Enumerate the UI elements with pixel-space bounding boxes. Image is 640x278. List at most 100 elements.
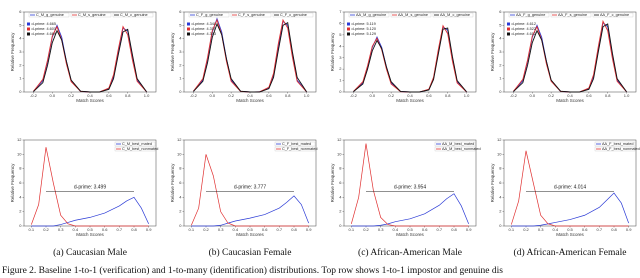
x-tick-label: 0.0 <box>370 93 376 98</box>
x-tick-label: 0.8 <box>291 227 297 232</box>
y-axis-label: Relative Frequency <box>330 163 335 203</box>
x-tick-label: 0.1 <box>189 227 195 232</box>
dprime-label: d-prime: 4.311 <box>192 27 216 31</box>
x-tick-label: 0.6 <box>426 93 432 98</box>
y-axis-label: Relative Frequency <box>10 163 15 203</box>
legend-label: C_M_best_nonmated <box>122 147 158 151</box>
series-line <box>31 196 149 227</box>
series-line <box>191 195 309 227</box>
y-tick-label: 7 <box>339 9 342 14</box>
legend-label: C_F_c_genuine <box>280 13 307 17</box>
x-tick-label: 0.0 <box>530 93 536 98</box>
y-tick-label: 4 <box>179 36 182 41</box>
legend-box <box>230 12 272 18</box>
plot-frame <box>503 139 637 227</box>
x-tick-label: 0.2 <box>548 93 554 98</box>
subcaption: (d) African-American Female <box>514 247 627 258</box>
x-tick-label: 1.0 <box>624 93 630 98</box>
series-line <box>31 147 149 227</box>
x-tick-label: 1.0 <box>144 93 150 98</box>
legend-box <box>592 12 634 18</box>
series-line <box>513 23 627 93</box>
dprime-label: d-prime: 4.601 <box>32 27 56 31</box>
x-tick-label: 1.0 <box>304 93 310 98</box>
x-tick-label: 0.6 <box>586 93 592 98</box>
legend-label: AA_M_best_nonmated <box>442 147 481 151</box>
subcaption: (c) African-American Male <box>358 247 462 258</box>
legend-box <box>348 12 390 18</box>
legend-box <box>28 12 70 18</box>
legend-box <box>434 141 476 147</box>
x-tick-label: 0.8 <box>445 93 451 98</box>
legend-label: C_M_s_genuine <box>78 13 106 17</box>
series-line <box>33 25 147 93</box>
y-tick-label: 12 <box>17 137 22 142</box>
legend-box <box>272 12 314 18</box>
x-tick-label: 0.9 <box>146 227 152 232</box>
legend-box <box>550 12 592 18</box>
y-axis-label: Relative Frequency <box>170 32 175 72</box>
dprime-label: d-prime: 5.119 <box>352 22 376 26</box>
legend-box <box>188 12 230 18</box>
y-tick-label: 0 <box>339 223 342 228</box>
x-tick-label: 0.4 <box>393 227 399 232</box>
x-tick-label: 0.6 <box>262 227 268 232</box>
legend-label: AA_M_c_genuine <box>440 13 470 17</box>
y-tick-label: 8 <box>19 166 22 171</box>
y-tick-label: 5 <box>179 22 182 27</box>
x-tick-label: 0.8 <box>125 93 131 98</box>
x-tick-label: 0.4 <box>87 93 93 98</box>
x-tick-label: 0.6 <box>106 93 112 98</box>
x-tick-label: 0.3 <box>218 227 224 232</box>
dprime-label: d-prime: 4.612 <box>512 22 536 26</box>
series-line <box>193 21 307 93</box>
series-line <box>191 154 309 227</box>
y-tick-label: 3 <box>19 49 22 54</box>
legend-box <box>508 12 550 18</box>
legend-box <box>432 12 474 18</box>
y-tick-label: 0 <box>179 223 182 228</box>
y-tick-label: 0 <box>339 89 342 94</box>
x-tick-label: -0.2 <box>350 93 358 98</box>
y-tick-label: 0 <box>499 89 502 94</box>
y-axis-label: Relative Frequency <box>330 32 335 72</box>
x-tick-label: 0.4 <box>553 227 559 232</box>
x-tick-label: 1.0 <box>464 93 470 98</box>
series-line <box>33 28 147 93</box>
dprime-swatch <box>507 32 510 36</box>
legend-box <box>114 146 156 152</box>
dprime-swatch <box>347 22 350 26</box>
dprime-annotation: d-prime: 3.954 <box>394 185 426 191</box>
y-tick-label: 2 <box>19 209 22 214</box>
dprime-annotation: d-prime: 4.014 <box>554 185 586 191</box>
legend-box <box>112 12 154 18</box>
y-tick-label: 6 <box>499 180 502 185</box>
x-tick-label: 0.8 <box>605 93 611 98</box>
legend-label: C_M_g_genuine <box>36 13 64 17</box>
dprime-swatch <box>347 27 350 31</box>
x-tick-label: 0.4 <box>247 93 253 98</box>
figure-caption: Figure 2. Baseline 1-to-1 (verification)… <box>2 265 503 276</box>
dprime-swatch <box>27 22 30 26</box>
subcaption: (a) Caucasian Male <box>53 247 127 258</box>
y-tick-label: 1 <box>19 76 22 81</box>
y-tick-label: 4 <box>19 194 22 199</box>
legend-label: C_M_best_mated <box>122 142 152 146</box>
dprime-label: d-prime: 4.665 <box>32 22 56 26</box>
x-tick-label: 0.4 <box>73 227 79 232</box>
x-axis-label: Match Scores <box>76 232 104 237</box>
series-line <box>351 193 469 227</box>
y-tick-label: 12 <box>337 137 342 142</box>
y-tick-label: 4 <box>19 36 22 41</box>
y-tick-label: 10 <box>337 151 342 156</box>
y-tick-label: 2 <box>179 209 182 214</box>
dprime-label: d-prime: 4.373 <box>192 32 216 36</box>
dprime-label: d-prime: 5.129 <box>352 32 376 36</box>
y-tick-label: 6 <box>339 20 342 25</box>
x-tick-label: 0.3 <box>538 227 544 232</box>
y-tick-label: 6 <box>179 9 182 14</box>
y-axis-label: Relative Frequency <box>10 32 15 72</box>
x-tick-label: 0.4 <box>233 227 239 232</box>
x-tick-label: 0.9 <box>306 227 312 232</box>
x-tick-label: 0.0 <box>50 93 56 98</box>
